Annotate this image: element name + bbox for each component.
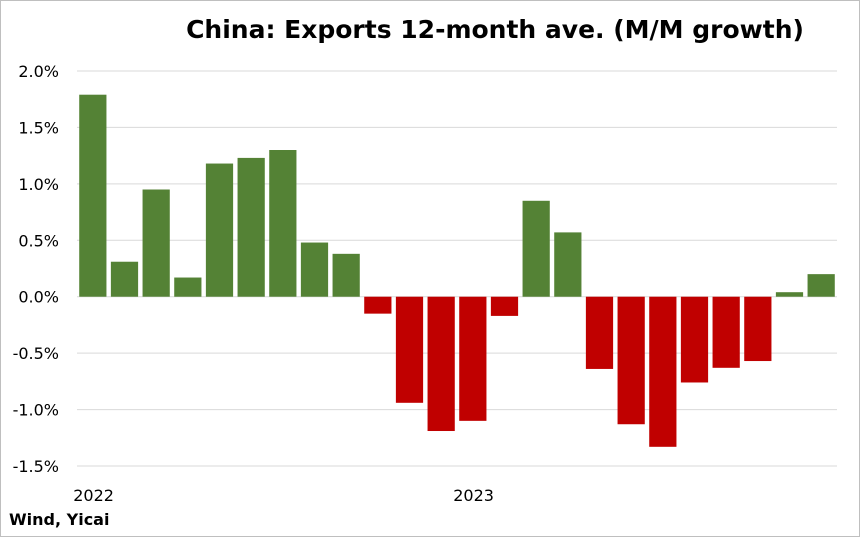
bar [744,296,772,362]
source-note: Wind, Yicai [9,510,110,529]
bar [142,189,170,297]
bar [174,277,202,297]
bar [807,274,835,297]
bar [554,232,582,297]
bars [79,94,835,447]
y-tick-label: -1.5% [13,457,59,476]
bar [585,296,614,369]
bar [490,296,519,316]
y-tick-label: 1.5% [18,118,59,137]
bar [459,296,487,421]
y-axis-tick-labels: 2.0% 1.5% 1.0% 0.5% 0.0% -0.5% -1.0% -1.5% [13,62,59,476]
bar [364,296,392,314]
bar [237,157,265,297]
bar [332,253,360,297]
bar [522,200,550,297]
x-tick-label: 2023 [453,486,494,505]
y-tick-label: -0.5% [13,344,59,363]
bar [205,163,234,297]
gridlines [77,70,837,467]
chart-title: China: Exports 12-month ave. (M/M growth… [186,15,804,44]
bar [269,150,297,297]
y-tick-label: 1.0% [18,175,59,194]
bar [79,94,107,297]
y-tick-label: 2.0% [18,62,59,81]
y-tick-label: 0.0% [18,288,59,307]
x-tick-label: 2022 [73,486,114,505]
bar [617,296,645,425]
bar [649,296,677,447]
y-tick-label: 0.5% [18,231,59,250]
bar [110,261,139,297]
bar [395,296,424,403]
y-tick-label: -1.0% [13,401,59,420]
bar [427,296,455,432]
x-axis-tick-labels: 2022 2023 [73,486,494,505]
bar [775,292,804,297]
bar [712,296,740,368]
bar [300,242,329,297]
bar [680,296,709,383]
